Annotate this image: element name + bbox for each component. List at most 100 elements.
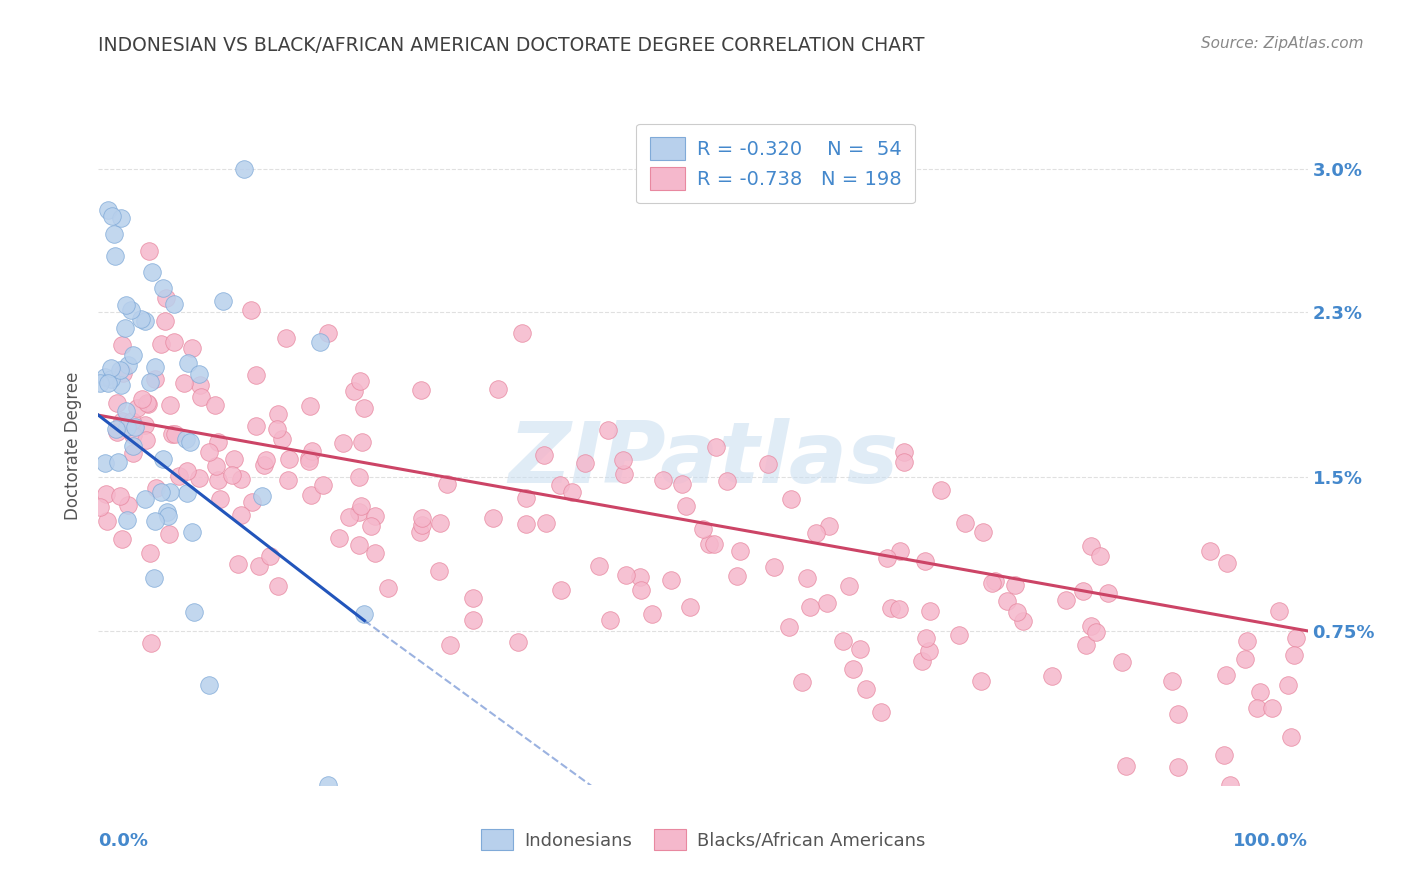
Point	[174, 433, 197, 447]
Point	[815, 596, 838, 610]
Point	[630, 583, 652, 598]
Point	[1088, 549, 1111, 563]
Point	[1268, 603, 1291, 617]
Point	[221, 468, 243, 483]
Point	[880, 601, 903, 615]
Point	[515, 491, 537, 505]
Point	[121, 414, 143, 428]
Point	[332, 436, 354, 450]
Point	[675, 500, 697, 514]
Point	[167, 469, 190, 483]
Point	[187, 471, 209, 485]
Point	[588, 559, 610, 574]
Point	[463, 591, 485, 606]
Point	[679, 599, 702, 614]
Point	[245, 368, 267, 383]
Point	[779, 492, 801, 507]
Point	[1111, 655, 1133, 669]
Point	[97, 202, 120, 217]
Point	[163, 426, 186, 441]
Point	[104, 421, 127, 435]
Point	[876, 551, 898, 566]
Point	[179, 435, 201, 450]
Point	[349, 374, 371, 388]
Point	[561, 485, 583, 500]
Point	[918, 604, 941, 618]
Point	[160, 426, 183, 441]
Point	[163, 297, 186, 311]
Point	[536, 516, 558, 530]
Point	[599, 613, 621, 627]
Point	[790, 674, 813, 689]
Point	[267, 579, 290, 593]
Point	[316, 778, 339, 792]
Point	[832, 633, 855, 648]
Point	[439, 639, 461, 653]
Point	[274, 331, 297, 345]
Point	[129, 311, 152, 326]
Point	[176, 486, 198, 500]
Point	[697, 536, 720, 550]
Point	[411, 511, 433, 525]
Point	[659, 573, 682, 587]
Point	[1233, 652, 1256, 666]
Point	[115, 404, 138, 418]
Point	[245, 419, 267, 434]
Point	[94, 369, 117, 384]
Point	[94, 456, 117, 470]
Point	[96, 514, 118, 528]
Point	[155, 291, 177, 305]
Point	[1198, 543, 1220, 558]
Point	[232, 161, 254, 176]
Point	[762, 559, 785, 574]
Point	[124, 420, 146, 434]
Point	[914, 554, 936, 568]
Point	[150, 484, 173, 499]
Point	[259, 549, 281, 564]
Point	[436, 476, 458, 491]
Point	[1279, 731, 1302, 745]
Point	[318, 326, 340, 341]
Point	[910, 654, 932, 668]
Point	[1054, 593, 1077, 607]
Point	[312, 477, 335, 491]
Point	[121, 427, 143, 442]
Point	[533, 449, 555, 463]
Point	[299, 399, 322, 413]
Point	[173, 376, 195, 390]
Point	[1215, 668, 1237, 682]
Point	[131, 392, 153, 407]
Point	[1246, 701, 1268, 715]
Point	[190, 390, 212, 404]
Point	[183, 605, 205, 619]
Point	[1080, 540, 1102, 554]
Point	[725, 568, 748, 582]
Point	[139, 546, 162, 560]
Point	[887, 602, 910, 616]
Point	[1261, 701, 1284, 715]
Point	[143, 372, 166, 386]
Point	[100, 372, 122, 386]
Point	[110, 377, 132, 392]
Point	[1216, 556, 1239, 570]
Point	[266, 422, 288, 436]
Point	[277, 451, 299, 466]
Point	[1115, 758, 1137, 772]
Point	[156, 506, 179, 520]
Point	[758, 457, 780, 471]
Point	[139, 376, 162, 390]
Point	[349, 470, 371, 484]
Point	[1167, 759, 1189, 773]
Point	[510, 326, 533, 340]
Point	[953, 516, 976, 531]
Point	[301, 443, 323, 458]
Point	[893, 455, 915, 469]
Point	[630, 570, 652, 584]
Point	[613, 467, 636, 482]
Point	[176, 464, 198, 478]
Point	[100, 360, 122, 375]
Point	[138, 244, 160, 258]
Point	[105, 425, 128, 439]
Point	[796, 571, 818, 585]
Point	[728, 544, 751, 558]
